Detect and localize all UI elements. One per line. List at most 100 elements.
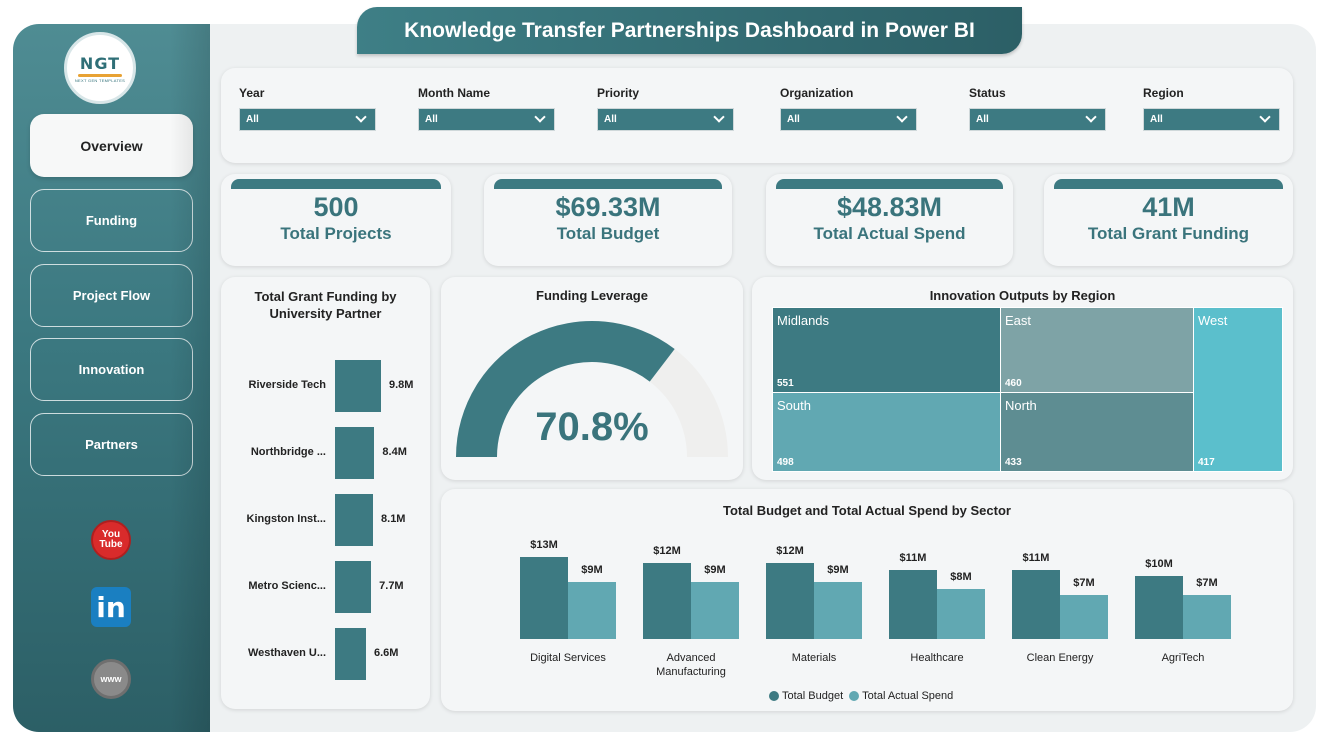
- filter-organization-dropdown[interactable]: All: [780, 108, 917, 131]
- sector-spend-bar[interactable]: [1183, 594, 1231, 639]
- filter-panel: Year All Month Name All Priority All Org…: [221, 68, 1293, 163]
- university-bar-label: Northbridge ...: [250, 446, 326, 458]
- sector-budget-bar[interactable]: [1012, 569, 1060, 639]
- gauge-track: [649, 349, 728, 457]
- filter-priority-dropdown[interactable]: All: [597, 108, 734, 131]
- legend-label-budget: Total Budget: [782, 690, 844, 702]
- filter-month-dropdown[interactable]: All: [418, 108, 555, 131]
- gauge-fill[interactable]: [456, 321, 675, 457]
- sector-bar-value: $10M: [1145, 558, 1173, 570]
- sector-category-label: AgriTech: [1161, 652, 1205, 664]
- sector-spend-bar[interactable]: [691, 582, 739, 639]
- treemap-cell-north[interactable]: North 433: [1000, 392, 1194, 472]
- youtube-text-you: You: [101, 529, 121, 540]
- kpi-accent-bar: [1054, 179, 1283, 189]
- filter-priority: Priority All: [597, 86, 734, 131]
- university-bar[interactable]: [335, 561, 372, 613]
- sector-spend-bar[interactable]: [937, 588, 985, 639]
- youtube-icon[interactable]: You Tube: [91, 520, 131, 560]
- sector-bar-value: $7M: [1073, 576, 1095, 589]
- sector-bar-value: $7M: [1196, 576, 1218, 589]
- innovation-treemap: Innovation Outputs by Region Midlands 55…: [752, 277, 1293, 480]
- sector-budget-bar[interactable]: [643, 563, 691, 639]
- nav-project-flow-button[interactable]: Project Flow: [30, 264, 193, 327]
- chevron-down-icon: [713, 111, 725, 123]
- treemap-cell-midlands[interactable]: Midlands 551: [772, 307, 1001, 393]
- sector-budget-bar[interactable]: [520, 557, 568, 639]
- chevron-down-icon: [1259, 111, 1271, 123]
- sector-bar-value: $13M: [530, 539, 558, 552]
- filter-status-dropdown[interactable]: All: [969, 108, 1106, 131]
- filter-year-label: Year: [239, 86, 265, 100]
- sector-spend-bar[interactable]: [568, 582, 616, 639]
- university-bar[interactable]: [335, 427, 375, 479]
- filter-region-dropdown[interactable]: All: [1143, 108, 1280, 131]
- sector-spend-bar[interactable]: [1060, 594, 1108, 639]
- nav-partners-button[interactable]: Partners: [30, 413, 193, 476]
- chevron-down-icon: [534, 111, 546, 123]
- sector-budget-bar[interactable]: [1135, 576, 1183, 639]
- treemap-cell-name: West: [1198, 313, 1228, 328]
- sector-bar-value: $9M: [581, 564, 603, 577]
- legend-label-spend: Total Actual Spend: [862, 690, 954, 702]
- filter-status-label: Status: [969, 86, 1006, 100]
- filter-month-label: Month Name: [418, 86, 490, 100]
- nav-funding-button[interactable]: Funding: [30, 189, 193, 252]
- university-bar-label: Westhaven U...: [247, 647, 326, 659]
- chevron-down-icon: [896, 111, 908, 123]
- kpi-label: Total Actual Spend: [813, 224, 966, 243]
- university-bar[interactable]: [335, 494, 374, 546]
- sector-budget-bar[interactable]: [766, 563, 814, 639]
- treemap-cell-south[interactable]: South 498: [772, 392, 1001, 472]
- sector-category-label: Clean Energy: [1026, 652, 1094, 664]
- sector-bar-value: $9M: [827, 564, 849, 577]
- university-bar-value: 6.6M: [373, 647, 399, 659]
- nav-overview-button[interactable]: Overview: [30, 114, 193, 177]
- sector-chart-title: Total Budget and Total Actual Spend by S…: [723, 503, 1011, 518]
- kpi-total-budget: $69.33M Total Budget: [484, 174, 732, 266]
- nav-innovation-button[interactable]: Innovation: [30, 338, 193, 401]
- treemap-cell-value: 433: [1005, 457, 1022, 468]
- treemap-cell-west[interactable]: West 417: [1193, 307, 1283, 472]
- gauge-value: 70.8%: [535, 405, 649, 449]
- kpi-total-actual-spend: $48.83M Total Actual Spend: [766, 174, 1013, 266]
- kpi-label: Total Grant Funding: [1087, 224, 1250, 243]
- filter-region-value: All: [1150, 114, 1163, 125]
- sidebar: NGT NEXT GEN TEMPLATES Overview Funding …: [13, 24, 210, 732]
- filter-status: Status All: [969, 86, 1106, 131]
- treemap-cell-east[interactable]: East 460: [1000, 307, 1194, 393]
- treemap-cell-value: 498: [777, 457, 794, 468]
- university-bar-label: Kingston Inst...: [246, 513, 326, 525]
- university-bar-value: 8.1M: [381, 513, 406, 525]
- university-bar-value: 9.8M: [389, 379, 414, 391]
- university-bar[interactable]: [335, 360, 381, 412]
- filter-year: Year All: [239, 86, 376, 131]
- filter-month: Month Name All: [418, 86, 555, 131]
- sector-bar-value: $11M: [1022, 551, 1050, 564]
- kpi-value: 41M: [1142, 192, 1195, 222]
- sector-spend-bar[interactable]: [814, 582, 862, 639]
- kpi-value: $69.33M: [555, 192, 661, 222]
- filter-organization: Organization All: [780, 86, 917, 131]
- treemap-cell-value: 460: [1005, 378, 1022, 389]
- kpi-label: Total Budget: [556, 224, 660, 243]
- kpi-accent-bar: [231, 179, 441, 189]
- sector-budget-bar[interactable]: [889, 569, 937, 639]
- filter-year-dropdown[interactable]: All: [239, 108, 376, 131]
- linkedin-icon[interactable]: in: [91, 587, 131, 627]
- sector-budget-chart: Total Budget and Total Actual Spend by S…: [441, 489, 1293, 711]
- kpi-accent-bar: [494, 179, 722, 189]
- filter-status-value: All: [976, 114, 989, 125]
- university-bar-value: 7.7M: [379, 580, 404, 592]
- logo-swoosh: [78, 73, 122, 77]
- university-bar[interactable]: [335, 628, 366, 680]
- treemap-cell-name: Midlands: [777, 313, 830, 328]
- chevron-down-icon: [355, 111, 367, 123]
- filter-month-value: All: [425, 114, 438, 125]
- sector-bar-value: $11M: [899, 551, 927, 564]
- ngt-logo: NGT NEXT GEN TEMPLATES: [64, 32, 136, 104]
- sector-category-label: Materials: [791, 652, 837, 664]
- sector-bar-value: $12M: [653, 545, 681, 558]
- website-globe-icon[interactable]: www: [91, 659, 131, 699]
- legend-swatch-spend: [849, 691, 860, 701]
